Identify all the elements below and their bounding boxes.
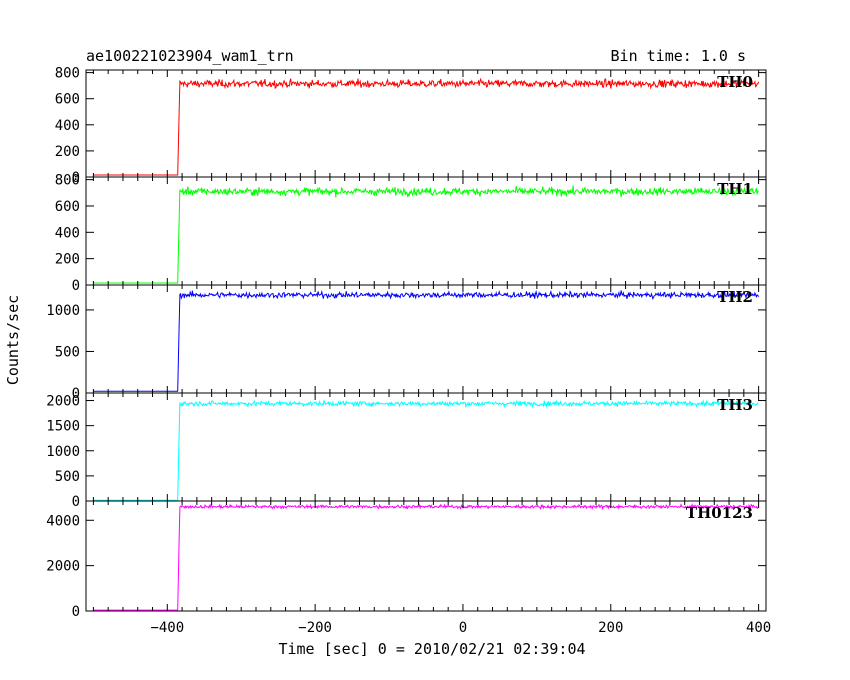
y-axis-label: Counts/sec (4, 295, 22, 385)
x-tick-label: 400 (746, 620, 771, 636)
panels-group: 0 200 400 600 800 TH0 0 200 400 600 800 TH1 0 500 1000… (46, 66, 771, 636)
y-tick-label: 500 (55, 344, 80, 360)
series-line-TH0 (93, 77, 760, 176)
x-tick-label: −200 (298, 620, 332, 636)
y-tick-label: 400 (55, 118, 80, 134)
y-tick-label: 200 (55, 144, 80, 160)
y-tick-label: 1000 (46, 303, 80, 319)
series-line-TH2 (93, 289, 760, 392)
y-tick-label: 1000 (46, 444, 80, 460)
panel-label-TH1: TH1 (717, 180, 753, 198)
x-tick-label: −400 (150, 620, 184, 636)
y-tick-label: 4000 (46, 513, 80, 529)
y-tick-label: 400 (55, 225, 80, 241)
y-tick-label: 800 (55, 173, 80, 189)
y-tick-label: 800 (55, 66, 80, 82)
y-tick-label: 0 (72, 170, 80, 186)
y-tick-label: 500 (55, 469, 80, 485)
panel-label-TH3: TH3 (717, 396, 753, 414)
y-tick-label: 0 (72, 604, 80, 620)
panel-frame-TH3 (85, 392, 767, 502)
y-tick-label: 200 (55, 252, 80, 268)
y-tick-label: 2000 (46, 559, 80, 575)
y-tick-label: 0 (72, 386, 80, 402)
x-tick-label: 0 (459, 620, 467, 636)
y-tick-label: 600 (55, 92, 80, 108)
y-tick-label: 1500 (46, 419, 80, 435)
panel-frame-TH2 (85, 284, 767, 394)
y-tick-label: 0 (72, 494, 80, 510)
panel-label-TH0123: TH0123 (686, 504, 753, 522)
y-tick-label: 600 (55, 199, 80, 215)
y-tick-label: 2000 (46, 394, 80, 410)
panel-frame-TH0123 (85, 500, 767, 612)
series-line-TH0123 (93, 502, 760, 611)
x-axis-label: Time [sec] 0 = 2010/02/21 02:39:04 (278, 640, 585, 658)
bin-time-label: Bin time: 1.0 s (611, 47, 746, 65)
panel-label-TH2: TH2 (717, 288, 753, 306)
y-tick-label: 0 (72, 278, 80, 294)
panel-label-TH0: TH0 (717, 73, 753, 91)
x-tick-label: 200 (598, 620, 623, 636)
series-line-TH3 (93, 399, 759, 501)
chart-title: ae100221023904_wam1_trn (86, 47, 294, 65)
series-line-TH1 (93, 185, 759, 284)
